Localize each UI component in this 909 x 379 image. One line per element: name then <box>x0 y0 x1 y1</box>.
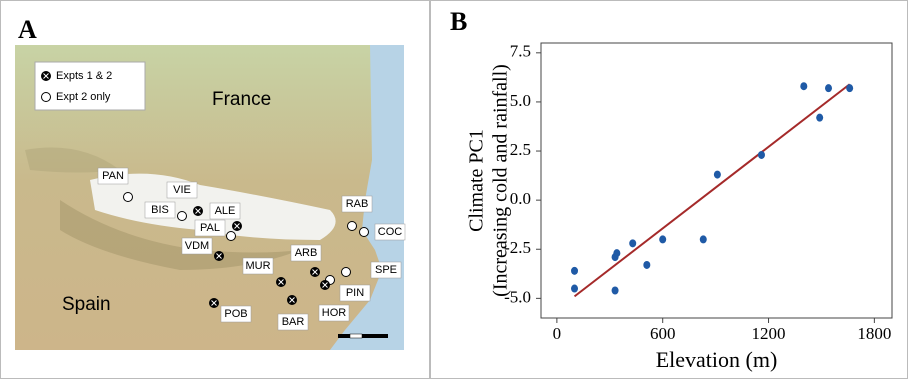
site-marker <box>348 222 357 231</box>
scale-bar <box>350 334 362 338</box>
site-marker <box>342 268 351 277</box>
x-tick-label: 600 <box>650 324 676 343</box>
site-marker <box>124 193 133 202</box>
data-point <box>613 249 620 257</box>
site-label: BAR <box>282 316 305 328</box>
map: Expts 1 & 2 Expt 2 only France Spain PAN… <box>15 45 405 350</box>
data-point <box>800 82 807 90</box>
country-label: Spain <box>62 294 111 315</box>
data-point <box>629 239 636 247</box>
y-axis-title: Climate PC1 <box>466 129 488 232</box>
site-label: COC <box>378 226 403 238</box>
data-point <box>643 261 650 269</box>
site-label: VDM <box>185 240 209 252</box>
y-tick-label: 5.0 <box>510 91 531 110</box>
site-label: PAL <box>200 222 220 234</box>
legend-label: Expt 2 only <box>56 91 111 103</box>
site-label: SPE <box>375 264 397 276</box>
figure-canvas: A Expts 1 & 2 Expt 2 only France Spain P… <box>0 0 909 379</box>
data-point <box>825 84 832 92</box>
legend-marker <box>42 93 51 102</box>
site-label: ALE <box>215 205 236 217</box>
site-marker <box>360 228 369 237</box>
site-label: ARB <box>295 247 318 259</box>
legend-label: Expts 1 & 2 <box>56 70 112 82</box>
data-point <box>846 84 853 92</box>
x-tick-label: 1800 <box>857 324 891 343</box>
site-label: VIE <box>173 184 191 196</box>
panel-label: A <box>18 15 37 44</box>
site-label: HOR <box>322 307 347 319</box>
site-label: MUR <box>245 260 270 272</box>
plot-frame <box>541 43 892 318</box>
data-point <box>714 171 721 179</box>
data-point <box>571 267 578 275</box>
x-axis-title: Elevation (m) <box>656 347 778 372</box>
site-label: PAN <box>102 170 124 182</box>
site-marker <box>178 212 187 221</box>
trend-line <box>575 84 850 296</box>
site-marker <box>227 232 236 241</box>
country-label: France <box>212 89 271 110</box>
x-tick-label: 1200 <box>752 324 786 343</box>
site-label: PIN <box>346 287 364 299</box>
site-label: BIS <box>151 204 169 216</box>
site-label: RAB <box>346 198 369 210</box>
x-tick-label: 0 <box>553 324 562 343</box>
site-label: POB <box>224 308 247 320</box>
panel-label: B <box>450 7 467 36</box>
data-point <box>612 287 619 295</box>
y-axis-title: (Increasing cold and rainfall) <box>490 64 512 297</box>
data-point <box>816 114 823 122</box>
y-tick-label: 2.5 <box>510 140 531 159</box>
data-point <box>700 235 707 243</box>
figure: A Expts 1 & 2 Expt 2 only France Spain P… <box>0 0 909 379</box>
data-point <box>758 151 765 159</box>
y-tick-label: 0.0 <box>510 189 531 208</box>
data-point <box>659 235 666 243</box>
y-tick-label: 7.5 <box>510 42 531 61</box>
data-point <box>571 285 578 293</box>
scale-bar <box>338 334 388 338</box>
